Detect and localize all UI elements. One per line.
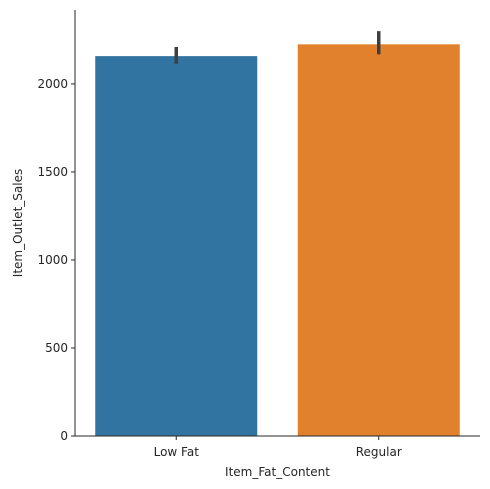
x-axis-title: Item_Fat_Content (225, 465, 330, 479)
y-tick-label: 500 (45, 341, 68, 355)
y-tick-label: 1500 (37, 165, 68, 179)
y-axis-title: Item_Outlet_Sales (11, 169, 25, 277)
x-tick-label: Low Fat (154, 445, 200, 459)
y-tick-label: 0 (60, 429, 68, 443)
y-tick-label: 2000 (37, 77, 68, 91)
bar-low-fat (95, 56, 258, 436)
x-tick-label: Regular (356, 445, 402, 459)
y-axis: 0 500 1000 1500 2000 (37, 10, 76, 443)
bar-regular (297, 44, 460, 436)
error-bars-group (174, 31, 381, 64)
x-axis: Low Fat Regular (75, 435, 480, 459)
y-tick-label: 1000 (37, 253, 68, 267)
bars-group (95, 44, 460, 436)
